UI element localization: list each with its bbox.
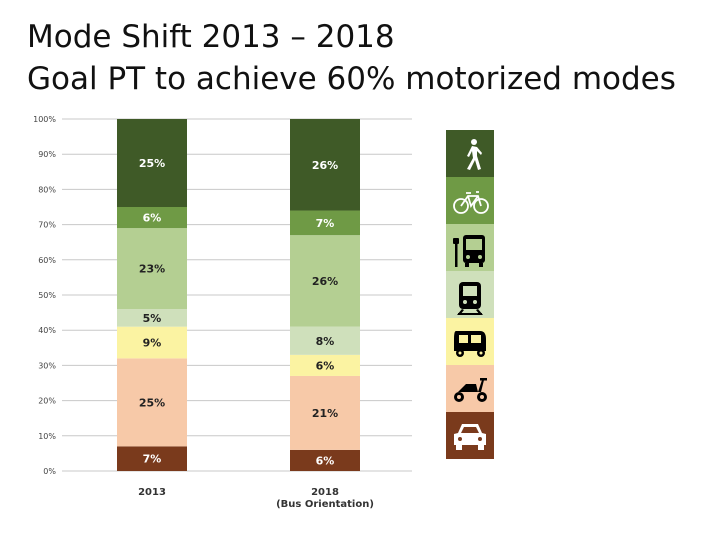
title-line-2: Goal PT to achieve 60% motorized modes	[27, 61, 676, 97]
data-label: 7%	[143, 453, 162, 466]
bar-segment	[117, 358, 187, 447]
data-label: 7%	[316, 217, 335, 230]
bus-icon	[453, 235, 485, 267]
bar-segment	[290, 375, 360, 450]
bar-segment	[290, 449, 360, 471]
bar-segment	[290, 354, 360, 376]
data-label: 21%	[312, 407, 338, 420]
bar-segment	[117, 309, 187, 327]
train-icon	[457, 282, 483, 315]
y-tick-label: 100%	[33, 115, 56, 124]
data-label: 26%	[312, 275, 338, 288]
scooter-icon	[454, 378, 487, 402]
data-label: 26%	[312, 159, 338, 172]
bar-segment	[117, 119, 187, 207]
title-line-1: Mode Shift 2013 – 2018	[27, 19, 395, 55]
car-icon	[454, 424, 486, 450]
y-tick-label: 10%	[38, 432, 56, 441]
bar-segment	[290, 235, 360, 327]
pedestrian-icon	[467, 139, 482, 170]
y-tick-label: 40%	[38, 326, 56, 335]
y-tick-labels: 0% 10% 20% 30% 40% 50% 60% 70% 80% 90% 100%	[33, 115, 56, 476]
data-label: 6%	[316, 359, 335, 372]
x-category-sublabel: (Bus Orientation)	[276, 499, 374, 510]
y-tick-label: 0%	[43, 467, 56, 476]
bar-segment	[117, 326, 187, 359]
x-axis-labels: 2013 2018(Bus Orientation)	[138, 487, 374, 510]
bar-segment	[290, 210, 360, 236]
data-label: 6%	[143, 212, 162, 225]
x-category-label: 2018	[311, 487, 339, 498]
data-label: 23%	[139, 263, 165, 276]
bar-segment	[117, 446, 187, 471]
bar-segment	[117, 207, 187, 229]
bars-layer: 7% 25% 9% 5% 23% 6% 25% 6% 21% 6% 8% 26% 7% 26%	[117, 119, 360, 471]
bar-segment	[117, 228, 187, 310]
data-label: 25%	[139, 157, 165, 170]
y-tick-label: 50%	[38, 291, 56, 300]
bar-segment	[290, 119, 360, 211]
data-label: 9%	[143, 337, 162, 350]
y-tick-label: 30%	[38, 361, 56, 370]
y-tick-label: 80%	[38, 185, 56, 194]
bicycle-icon	[453, 191, 489, 214]
bar-segment	[290, 326, 360, 355]
auto-rickshaw-icon	[454, 331, 486, 357]
legend-icons	[446, 130, 494, 459]
y-tick-label: 60%	[38, 256, 56, 265]
data-label: 6%	[316, 454, 335, 467]
y-tick-label: 20%	[38, 397, 56, 406]
data-label: 5%	[143, 312, 162, 325]
data-label: 25%	[139, 396, 165, 409]
data-label: 8%	[316, 335, 335, 348]
x-category-label: 2013	[138, 487, 166, 498]
y-tick-label: 70%	[38, 221, 56, 230]
y-tick-label: 90%	[38, 150, 56, 159]
